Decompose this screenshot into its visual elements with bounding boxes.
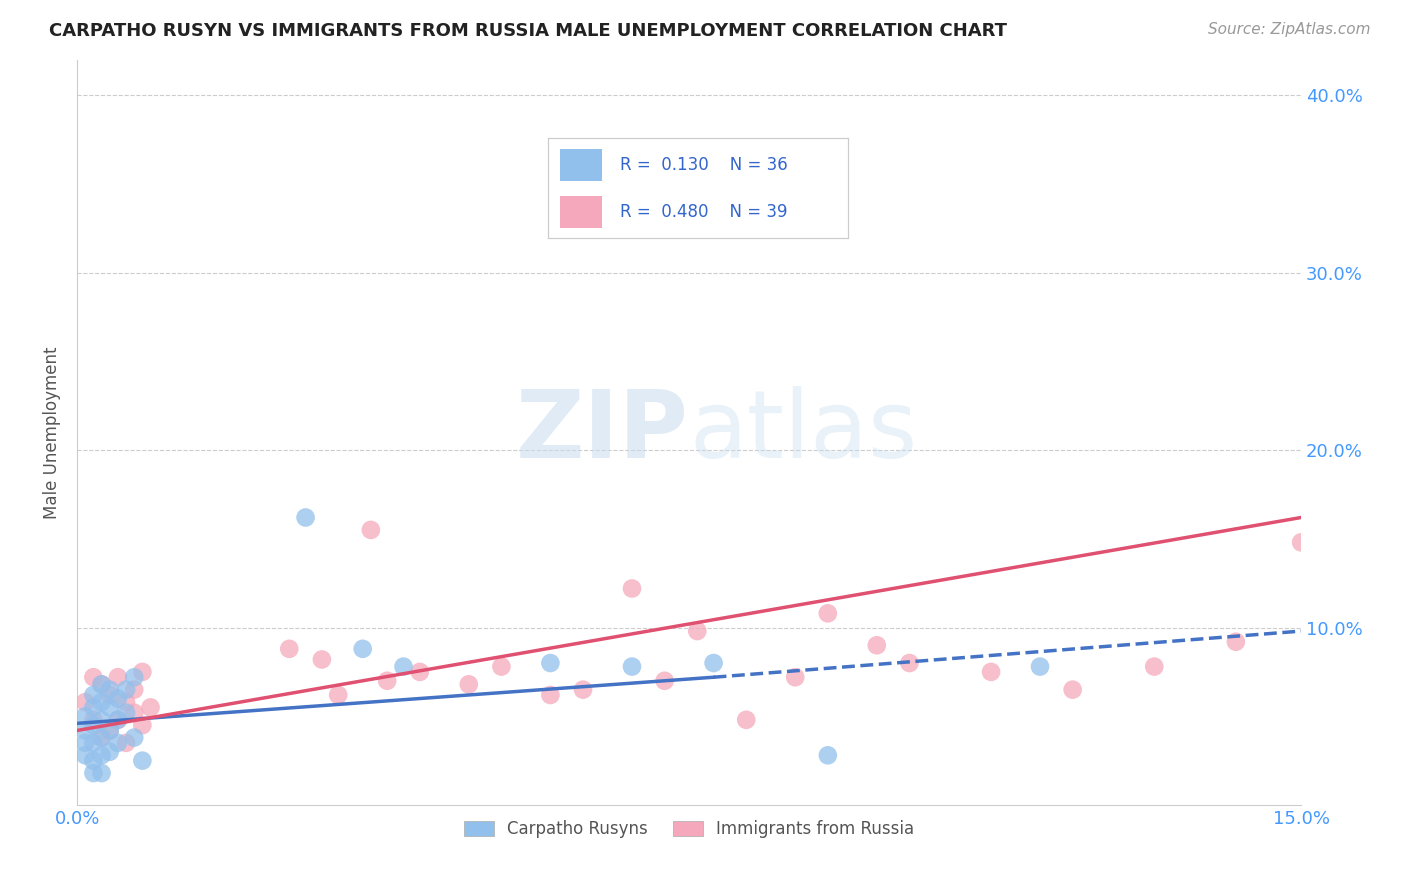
Point xyxy=(82,700,104,714)
Point xyxy=(352,641,374,656)
Point xyxy=(278,641,301,656)
Point xyxy=(115,736,138,750)
Point xyxy=(90,731,112,745)
Point xyxy=(538,688,561,702)
Text: Source: ZipAtlas.com: Source: ZipAtlas.com xyxy=(1208,22,1371,37)
Point xyxy=(620,659,643,673)
Legend: Carpatho Rusyns, Immigrants from Russia: Carpatho Rusyns, Immigrants from Russia xyxy=(457,814,921,845)
Y-axis label: Male Unemployment: Male Unemployment xyxy=(44,346,60,518)
Point xyxy=(115,682,138,697)
Point xyxy=(1029,659,1052,673)
Point xyxy=(90,677,112,691)
Point xyxy=(107,691,129,706)
Text: atlas: atlas xyxy=(689,386,917,478)
Point xyxy=(90,695,112,709)
Point xyxy=(90,713,112,727)
Point xyxy=(1225,634,1247,648)
Point xyxy=(107,713,129,727)
Point xyxy=(107,713,129,727)
Point xyxy=(360,523,382,537)
Point xyxy=(75,709,97,723)
Point xyxy=(294,510,316,524)
Point xyxy=(311,652,333,666)
Point xyxy=(107,736,129,750)
Point xyxy=(75,695,97,709)
Point xyxy=(328,688,350,702)
Text: ZIP: ZIP xyxy=(516,386,689,478)
Point xyxy=(898,656,921,670)
Point xyxy=(703,656,725,670)
Point xyxy=(572,682,595,697)
Point xyxy=(817,607,839,621)
Point xyxy=(90,731,112,745)
Point xyxy=(1289,535,1312,549)
Point xyxy=(122,706,145,720)
Point xyxy=(620,582,643,596)
Point xyxy=(82,688,104,702)
Point xyxy=(131,665,153,679)
Point xyxy=(817,748,839,763)
Point xyxy=(82,736,104,750)
Point xyxy=(98,745,121,759)
Point xyxy=(491,659,513,673)
Point xyxy=(375,673,398,688)
Point xyxy=(457,677,479,691)
Point xyxy=(75,748,97,763)
Point xyxy=(115,695,138,709)
Point xyxy=(122,731,145,745)
Point xyxy=(122,670,145,684)
Point xyxy=(409,665,432,679)
Point xyxy=(98,688,121,702)
Point xyxy=(131,718,153,732)
Point xyxy=(538,656,561,670)
Text: CARPATHO RUSYN VS IMMIGRANTS FROM RUSSIA MALE UNEMPLOYMENT CORRELATION CHART: CARPATHO RUSYN VS IMMIGRANTS FROM RUSSIA… xyxy=(49,22,1007,40)
Point xyxy=(98,723,121,738)
Point xyxy=(131,754,153,768)
Point xyxy=(98,700,121,714)
Point xyxy=(107,670,129,684)
Point xyxy=(1062,682,1084,697)
Point xyxy=(90,766,112,780)
Point xyxy=(122,682,145,697)
Point xyxy=(139,700,162,714)
Point xyxy=(654,673,676,688)
Point xyxy=(75,736,97,750)
Point xyxy=(980,665,1002,679)
Point xyxy=(82,766,104,780)
Point xyxy=(866,638,889,652)
Point xyxy=(82,718,104,732)
Point xyxy=(90,748,112,763)
Point xyxy=(1143,659,1166,673)
Point xyxy=(785,670,807,684)
Point xyxy=(82,713,104,727)
Point xyxy=(686,624,709,638)
Point xyxy=(98,682,121,697)
Point xyxy=(90,677,112,691)
Point xyxy=(75,723,97,738)
Point xyxy=(735,713,758,727)
Point xyxy=(82,670,104,684)
Point xyxy=(392,659,415,673)
Point xyxy=(98,723,121,738)
Point xyxy=(82,754,104,768)
Point xyxy=(115,706,138,720)
